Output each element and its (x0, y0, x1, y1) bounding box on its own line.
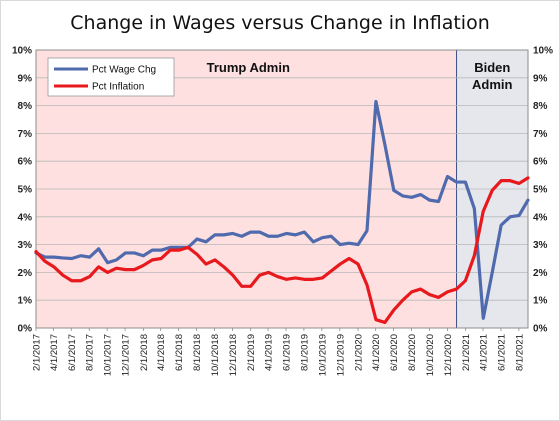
y2-tick-label: 3% (533, 240, 548, 251)
y-tick-label: 8% (18, 101, 33, 112)
y-tick-label: 10% (12, 46, 32, 57)
region-label: Admin (472, 77, 513, 92)
y2-tick-label: 1% (533, 296, 548, 307)
x-tick-label: 8/1/2021 (514, 334, 525, 371)
x-tick-label: 12/1/2020 (443, 334, 454, 376)
x-tick-label: 10/1/2017 (103, 334, 114, 376)
x-tick-label: 8/1/2017 (85, 334, 96, 371)
x-tick-label: 2/1/2017 (32, 334, 43, 371)
x-tick-label: 4/1/2019 (264, 334, 275, 371)
y-tick-label: 6% (18, 157, 33, 168)
y-tick-label: 9% (18, 73, 33, 84)
x-tick-label: 8/1/2018 (192, 334, 203, 371)
x-tick-label: 12/1/2017 (121, 334, 132, 376)
x-tick-label: 2/1/2018 (139, 334, 150, 371)
y-tick-label: 5% (18, 185, 33, 196)
x-tick-label: 4/1/2017 (49, 334, 60, 371)
y2-tick-label: 2% (533, 268, 548, 279)
x-tick-label: 8/1/2019 (299, 334, 310, 371)
y2-tick-label: 0% (533, 324, 548, 335)
region-label: Biden (474, 60, 510, 75)
region-label: Trump Admin (207, 60, 290, 75)
x-tick-label: 10/1/2019 (317, 334, 328, 376)
series-line-1 (34, 176, 530, 325)
x-tick-label: 12/1/2018 (228, 334, 239, 376)
y2-tick-label: 7% (533, 129, 548, 140)
y-tick-label: 3% (18, 240, 33, 251)
y2-tick-label: 10% (533, 46, 553, 57)
y2-tick-label: 4% (533, 212, 548, 223)
chart-title: Change in Wages versus Change in Inflati… (70, 12, 489, 34)
y-tick-label: 2% (18, 268, 33, 279)
x-tick-label: 10/1/2020 (425, 334, 436, 376)
y-tick-label: 1% (18, 296, 33, 307)
x-tick-label: 6/1/2021 (496, 334, 507, 371)
legend-entry: Pct Inflation (92, 82, 144, 93)
x-tick-label: 2/1/2019 (246, 334, 257, 371)
y2-tick-label: 8% (533, 101, 548, 112)
x-tick-label: 4/1/2021 (479, 334, 490, 371)
legend-box (47, 57, 175, 97)
x-tick-label: 10/1/2018 (210, 334, 221, 376)
x-tick-label: 6/1/2020 (389, 334, 400, 371)
y-tick-label: 0% (18, 324, 33, 335)
x-tick-label: 6/1/2019 (281, 334, 292, 371)
x-tick-label: 2/1/2021 (461, 334, 472, 371)
plot-area-frame (35, 49, 529, 329)
x-tick-label: 2/1/2020 (354, 334, 365, 371)
x-tick-label: 6/1/2018 (174, 334, 185, 371)
y-tick-label: 4% (18, 212, 33, 223)
y-tick-label: 7% (18, 129, 33, 140)
x-tick-label: 4/1/2020 (371, 334, 382, 371)
x-tick-label: 4/1/2018 (156, 334, 167, 371)
x-tick-label: 12/1/2019 (335, 334, 346, 376)
y2-tick-label: 9% (533, 73, 548, 84)
y2-tick-label: 5% (533, 185, 548, 196)
x-tick-label: 6/1/2017 (67, 334, 78, 371)
legend-entry: Pct Wage Chg (92, 65, 156, 76)
x-tick-label: 8/1/2020 (407, 334, 418, 371)
series-line-0 (34, 99, 530, 320)
y2-tick-label: 6% (533, 157, 548, 168)
